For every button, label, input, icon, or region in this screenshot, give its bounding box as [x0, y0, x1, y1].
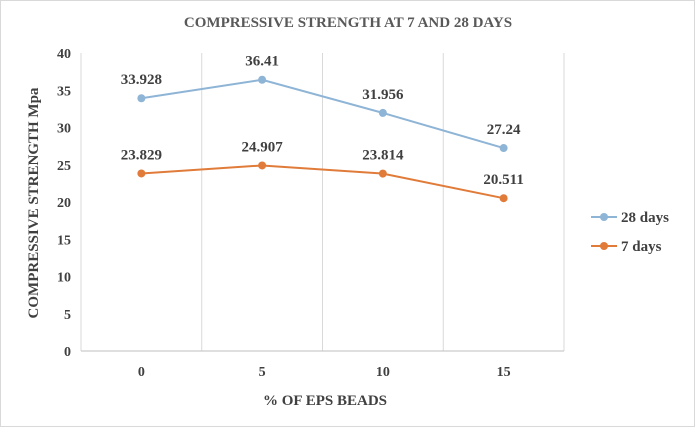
data-label: 23.829 — [121, 147, 162, 163]
y-tick-label: 35 — [57, 84, 71, 99]
data-point — [499, 194, 508, 203]
data-label: 23.814 — [362, 148, 404, 164]
y-tick-label: 40 — [57, 47, 71, 62]
chart-title: COMPRESSIVE STRENGTH AT 7 AND 28 DAYS — [184, 15, 512, 31]
data-label: 36.41 — [245, 54, 279, 70]
data-label: 27.24 — [487, 122, 521, 138]
x-tick-label: 0 — [138, 365, 145, 380]
data-label: 31.956 — [362, 87, 404, 103]
data-point — [378, 108, 387, 117]
x-axis-title: % OF EPS BEADS — [263, 393, 387, 409]
y-tick-label: 25 — [57, 159, 71, 174]
x-tick-label: 10 — [376, 365, 390, 380]
y-tick-label: 20 — [57, 196, 71, 211]
data-label: 24.907 — [242, 139, 284, 155]
data-point — [258, 161, 267, 170]
data-point — [378, 169, 387, 178]
data-point — [137, 94, 146, 103]
y-tick-label: 15 — [57, 233, 71, 248]
data-point — [258, 75, 267, 84]
grid-layer — [80, 53, 565, 352]
legend-label: 7 days — [621, 239, 662, 255]
data-point — [137, 169, 146, 178]
x-tick-label: 15 — [497, 365, 511, 380]
series-layer — [137, 75, 508, 203]
legend-swatch-marker — [600, 242, 608, 250]
legend-swatch-marker — [600, 213, 608, 221]
series-line — [141, 164, 504, 200]
y-tick-label: 5 — [64, 308, 71, 323]
y-tick-label: 0 — [64, 345, 71, 360]
legend: 28 days 7 days — [591, 210, 669, 255]
data-label: 33.928 — [121, 72, 162, 88]
legend-label: 28 days — [621, 210, 669, 226]
y-tick-label: 10 — [57, 271, 71, 286]
y-axis-title: COMPRESSIVE STRENGTH Mpa — [26, 87, 42, 318]
y-tick-label: 30 — [57, 122, 71, 137]
data-label: 20.511 — [483, 172, 523, 188]
x-tick-label: 5 — [259, 365, 266, 380]
data-point — [499, 144, 508, 153]
series-line — [141, 78, 504, 150]
tick-layer: 0 5 10 15 20 25 30 35 40 0 5 10 15 — [57, 47, 511, 380]
data-label-layer: 33.928 36.41 31.956 27.24 23.829 24.907 23.814… — [121, 54, 524, 188]
